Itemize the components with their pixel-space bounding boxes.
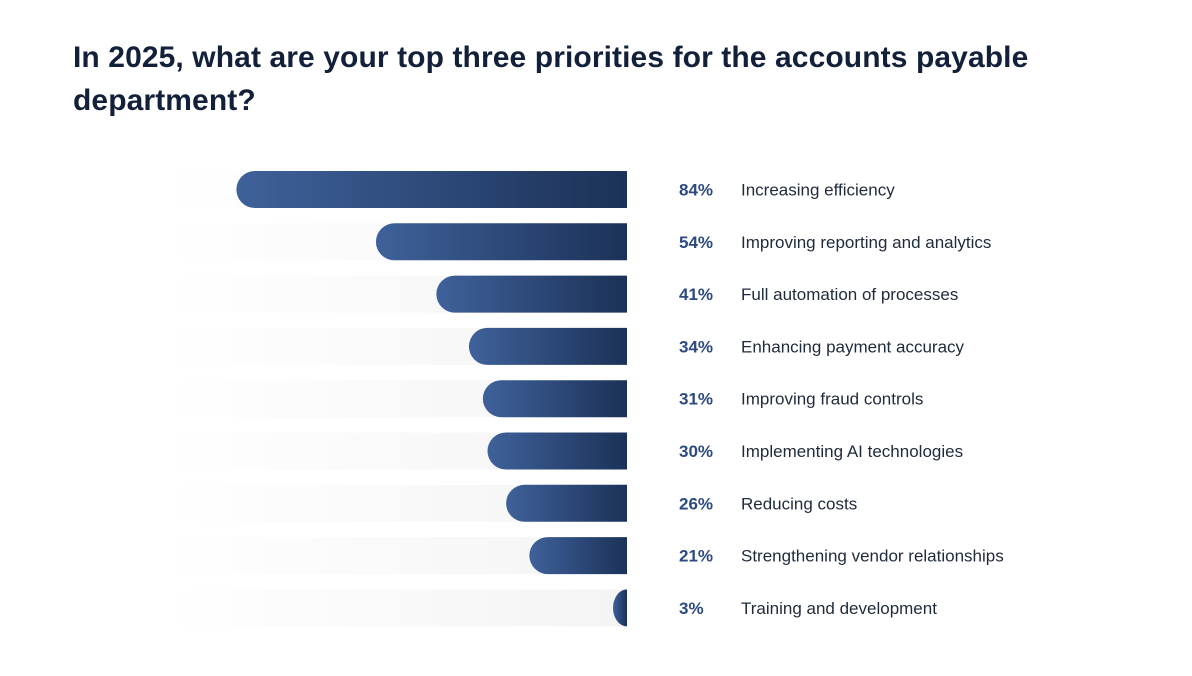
bar-row: 84% Increasing efficiency [165,171,895,208]
category-label: Enhancing payment accuracy [741,337,965,356]
value-label: 3% [679,599,704,618]
value-label: 21% [679,547,713,566]
bar [236,171,627,208]
value-label: 31% [679,390,713,409]
bar [468,327,627,365]
category-label: Implementing AI technologies [741,442,963,461]
bar [529,537,627,575]
chart-title: In 2025, what are your top three priorit… [73,41,1029,117]
category-label: Strengthening vendor relationships [741,547,1004,566]
category-label: Improving fraud controls [741,390,923,409]
category-label: Improving reporting and analytics [741,233,991,252]
bar-row: 41% Full automation of processes [165,275,958,313]
category-label: Training and development [741,599,937,618]
bar [375,223,627,261]
value-label: 34% [679,337,713,356]
bar-row: 21% Strengthening vendor relationships [165,537,1004,575]
category-label: Increasing efficiency [741,181,895,200]
bar-row: 26% Reducing costs [165,484,857,522]
bar [482,380,627,418]
bar-row: 31% Improving fraud controls [165,380,923,418]
bar [436,275,627,313]
bar-track [165,589,627,627]
value-label: 84% [679,181,713,200]
value-label: 26% [679,494,713,513]
bar [613,589,627,627]
bar-row: 30% Implementing AI technologies [165,432,963,470]
bar [487,432,627,470]
bar-row: 3% Training and development [165,589,937,627]
bar [506,484,627,522]
bar-row: 34% Enhancing payment accuracy [165,327,965,365]
value-label: 30% [679,442,713,461]
category-label: Reducing costs [741,494,857,513]
category-label: Full automation of processes [741,285,958,304]
value-label: 41% [679,285,713,304]
bar-row: 54% Improving reporting and analytics [165,223,991,261]
value-label: 54% [679,233,713,252]
